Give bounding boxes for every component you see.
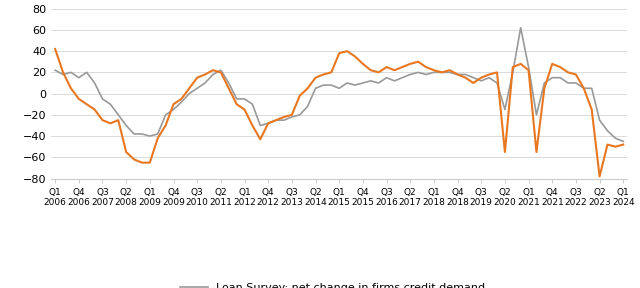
Loan Survey net change in housing credit demand [525,69,532,72]
Loan Survey net change in housing credit demand [596,175,604,178]
Loan Survey net change in housing credit demand [564,71,572,74]
Loan Survey: net change in firms credit demand: (36, 5): net change in firms credit demand: (36, … [335,87,343,90]
Loan Survey: net change in firms credit demand: (59, 62): net change in firms credit demand: (59, … [517,26,525,29]
Line: Loan Survey: net change in firms credit demand: Loan Survey: net change in firms credit … [55,28,623,141]
Loan Survey net change in housing credit demand [335,52,343,55]
Loan Survey net change in housing credit demand [241,108,248,111]
Loan Survey: net change in firms credit demand: (66, 10): net change in firms credit demand: (66, … [572,81,580,85]
Loan Survey: net change in firms credit demand: (16, -8): net change in firms credit demand: (16, … [177,101,185,104]
Loan Survey net change in housing credit demand [177,97,185,101]
Loan Survey net change in housing credit demand [51,47,59,51]
Loan Survey net change in housing credit demand [541,87,548,90]
Loan Survey: net change in firms credit demand: (72, -45): net change in firms credit demand: (72, … [620,140,627,143]
Loan Survey net change in housing credit demand [620,143,627,146]
Loan Survey: net change in firms credit demand: (0, 22): net change in firms credit demand: (0, 2… [51,69,59,72]
Loan Survey: net change in firms credit demand: (24, -5): net change in firms credit demand: (24, … [241,97,248,101]
Legend: Loan Survey: net change in firms credit demand, Loan Survey net change in housin: Loan Survey: net change in firms credit … [180,283,499,288]
Loan Survey: net change in firms credit demand: (63, 15): net change in firms credit demand: (63, … [548,76,556,79]
Line: Loan Survey net change in housing credit demand: Loan Survey net change in housing credit… [55,49,623,177]
Loan Survey: net change in firms credit demand: (61, -20): net change in firms credit demand: (61, … [532,113,540,117]
